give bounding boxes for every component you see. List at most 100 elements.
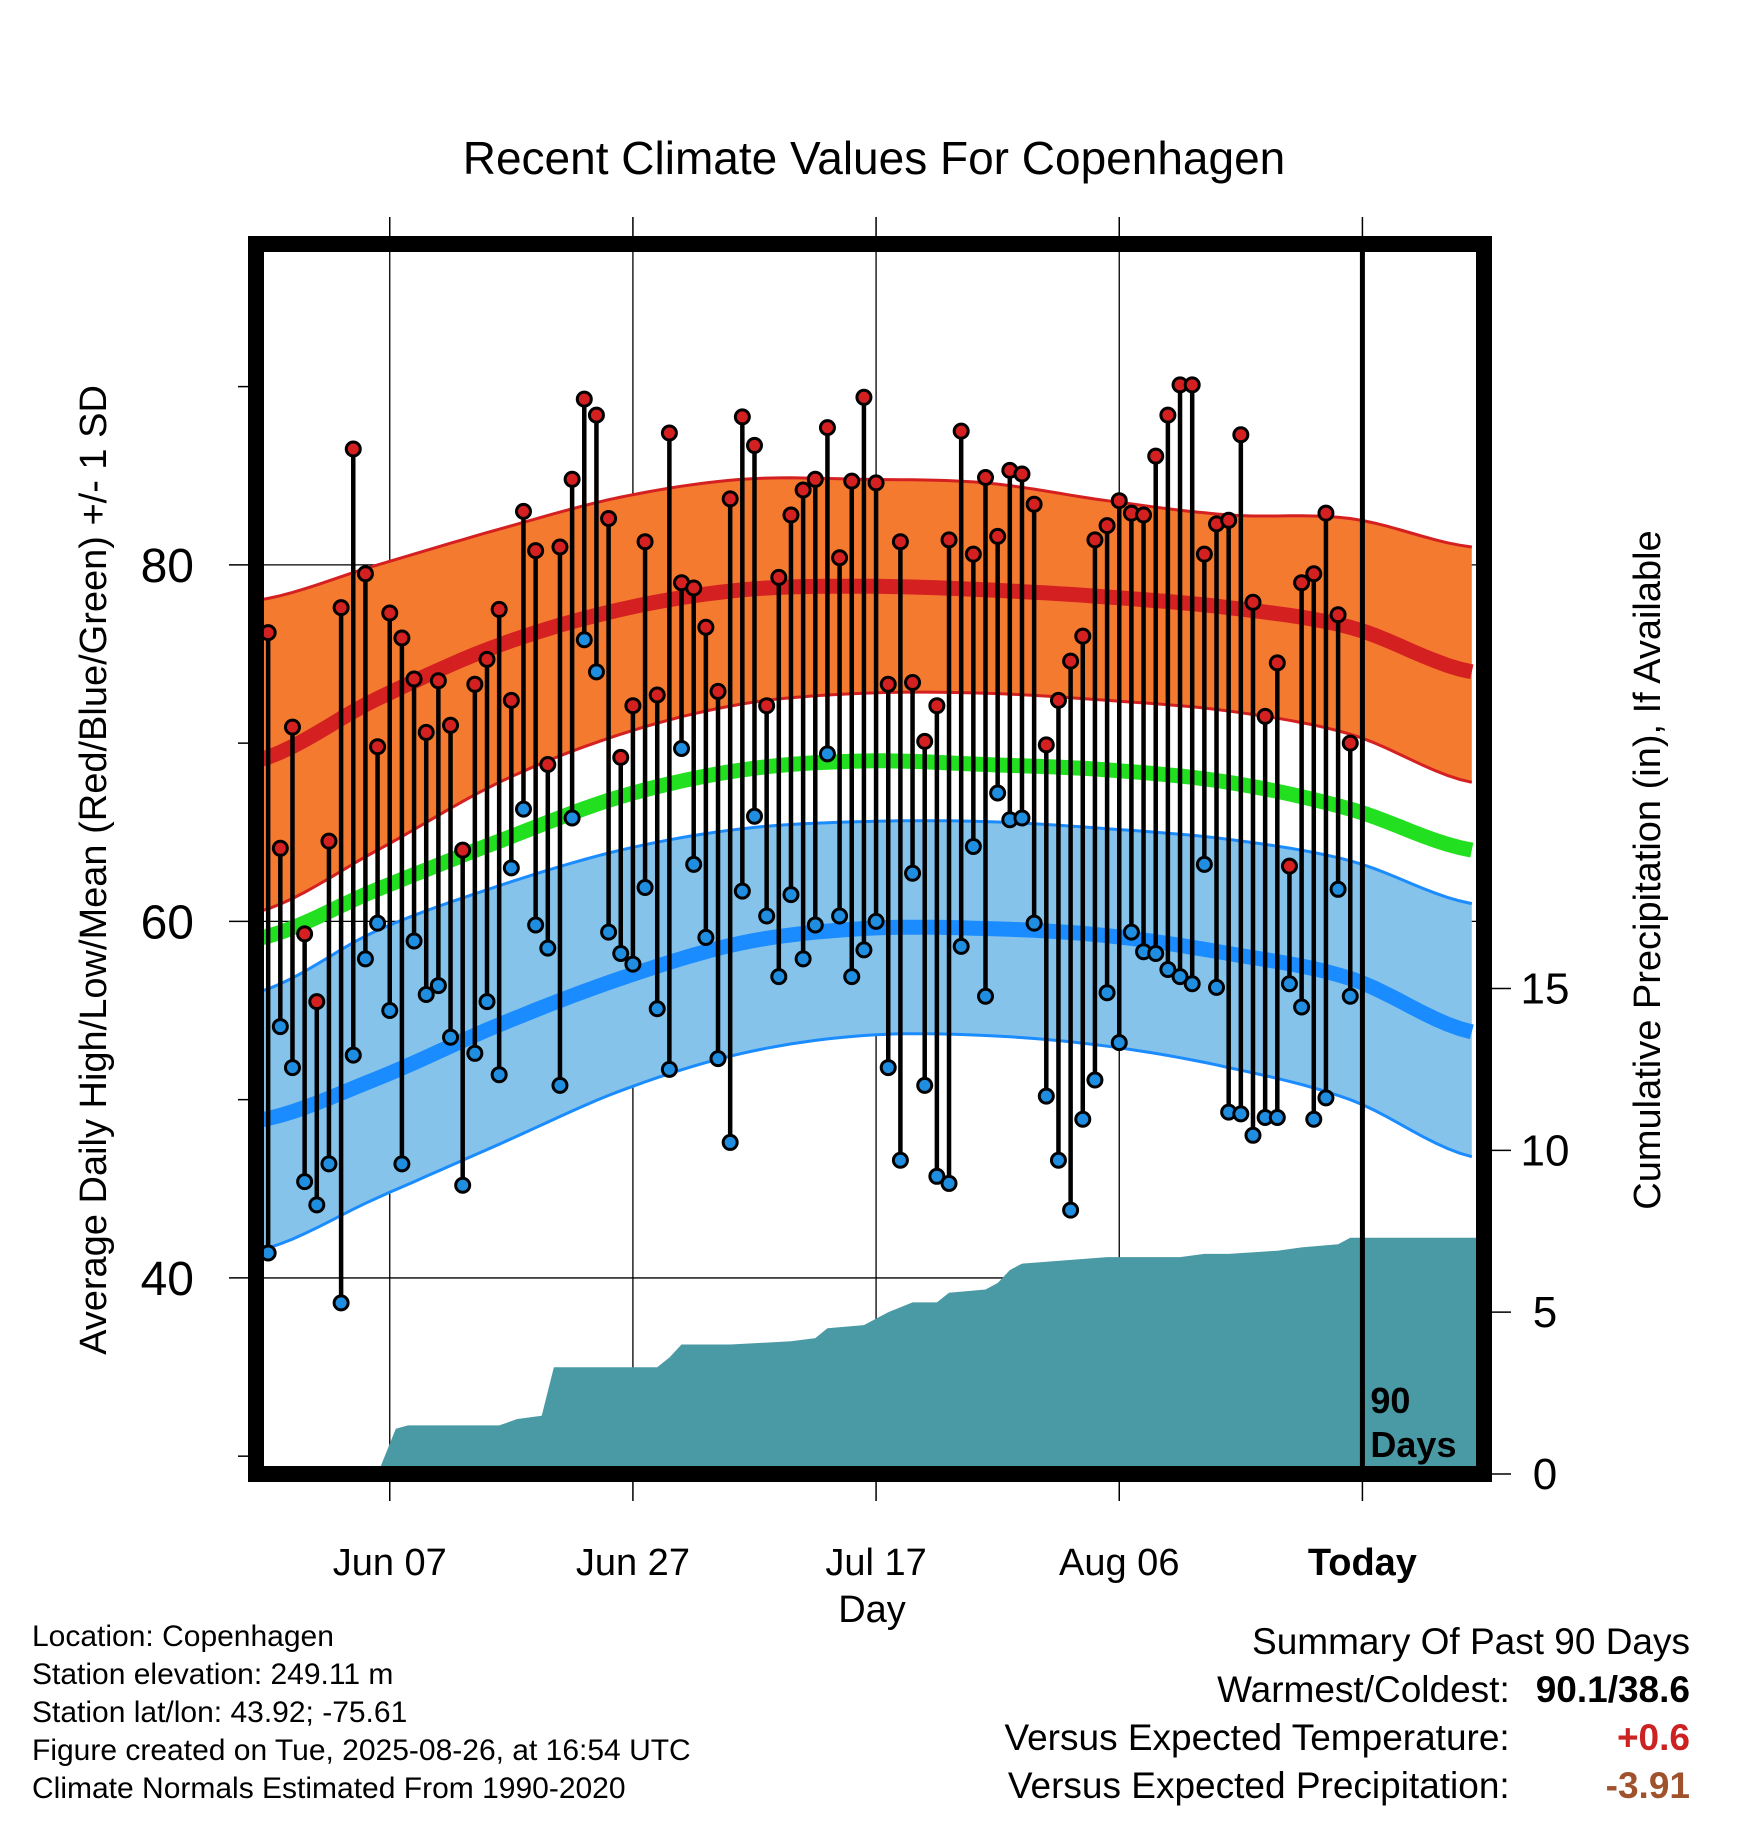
high-point-22 <box>527 542 545 560</box>
low-point-31 <box>636 879 654 897</box>
high-point-88 <box>1329 606 1347 624</box>
low-point-64 <box>1037 1087 1055 1105</box>
low-point-1 <box>271 1018 289 1036</box>
high-point-64 <box>1037 736 1055 754</box>
low-point-74 <box>1159 961 1177 979</box>
axes: Jun 07 Jun 27 Jul 17 Aug 06 Today 40 60 80 0 5 10 1… <box>141 217 1570 1584</box>
today-days-label-word: Days <box>1370 1424 1456 1465</box>
precip-area <box>377 1237 1484 1474</box>
summary-temp-value: +0.6 <box>1616 1717 1690 1758</box>
summary-precip-label: Versus Expected Precipitation: <box>1007 1765 1510 1806</box>
summary-title: Summary Of Past 90 Days <box>1252 1621 1690 1662</box>
high-point-50 <box>867 474 885 492</box>
high-point-77 <box>1195 545 1213 563</box>
low-point-20 <box>502 859 520 877</box>
high-point-5 <box>320 832 338 850</box>
high-point-25 <box>563 470 581 488</box>
low-point-34 <box>673 739 691 757</box>
low-point-28 <box>600 923 618 941</box>
plot-frame <box>248 236 1492 1482</box>
high-point-33 <box>660 424 678 442</box>
low-point-48 <box>843 968 861 986</box>
y2-tick-label-0: 0 <box>1533 1450 1557 1499</box>
x-tick-label-3: Aug 06 <box>1059 1542 1179 1584</box>
low-point-86 <box>1305 1110 1323 1128</box>
y-tick-label-1: 60 <box>141 896 194 949</box>
high-point-56 <box>940 531 958 549</box>
low-point-66 <box>1062 1201 1080 1219</box>
low-point-89 <box>1341 987 1359 1005</box>
high-point-40 <box>745 436 763 454</box>
summary-precip-row: Versus Expected Precipitation: -3.91 <box>1004 1762 1690 1810</box>
high-point-43 <box>782 506 800 524</box>
info-location: Location: Copenhagen <box>32 1620 334 1653</box>
low-point-18 <box>478 993 496 1011</box>
high-point-82 <box>1256 707 1274 725</box>
high-point-26 <box>575 390 593 408</box>
low-point-35 <box>685 855 703 873</box>
low-point-73 <box>1147 944 1165 962</box>
info-normals: Climate Normals Estimated From 1990-2020 <box>32 1772 626 1805</box>
low-point-26 <box>575 631 593 649</box>
low-point-36 <box>697 928 715 946</box>
high-point-73 <box>1147 447 1165 465</box>
high-point-87 <box>1317 504 1335 522</box>
y2-tick-label-3: 15 <box>1521 964 1570 1013</box>
high-point-49 <box>855 388 873 406</box>
x-tick-label-2: Jul 17 <box>825 1542 926 1584</box>
summary-warmest-value: 90.1/38.6 <box>1535 1669 1690 1710</box>
high-point-44 <box>794 481 812 499</box>
low-point-29 <box>612 944 630 962</box>
low-point-59 <box>977 987 995 1005</box>
low-point-25 <box>563 809 581 827</box>
low-point-16 <box>454 1176 472 1194</box>
high-point-11 <box>393 629 411 647</box>
high-point-70 <box>1110 492 1128 510</box>
low-point-67 <box>1074 1110 1092 1128</box>
high-point-31 <box>636 533 654 551</box>
high-point-7 <box>344 440 362 458</box>
summary-panel: Summary Of Past 90 Days Warmest/Coldest:… <box>1004 1618 1690 1810</box>
high-point-21 <box>514 502 532 520</box>
low-point-30 <box>624 955 642 973</box>
low-point-87 <box>1317 1089 1335 1107</box>
high-point-46 <box>818 419 836 437</box>
high-point-69 <box>1098 517 1116 535</box>
low-point-4 <box>308 1196 326 1214</box>
x-tick-label-0: Jun 07 <box>333 1542 447 1584</box>
info-elevation: Station elevation: 249.11 m <box>32 1658 394 1691</box>
high-point-23 <box>539 756 557 774</box>
low-point-88 <box>1329 880 1347 898</box>
high-point-57 <box>952 422 970 440</box>
high-point-9 <box>369 738 387 756</box>
y2-tick-label-2: 10 <box>1521 1126 1570 1175</box>
high-point-89 <box>1341 734 1359 752</box>
high-point-84 <box>1280 857 1298 875</box>
high-point-4 <box>308 993 326 1011</box>
high-point-48 <box>843 472 861 490</box>
low-point-57 <box>952 937 970 955</box>
y-axis-label: Average Daily High/Low/Mean (Red/Blue/Gr… <box>73 385 115 1355</box>
high-point-20 <box>502 691 520 709</box>
low-point-2 <box>283 1059 301 1077</box>
station-info: Location: Copenhagen Station elevation: … <box>32 1618 691 1808</box>
low-point-39 <box>733 882 751 900</box>
high-point-15 <box>442 716 460 734</box>
low-point-65 <box>1049 1151 1067 1169</box>
high-point-66 <box>1062 652 1080 670</box>
low-point-23 <box>539 939 557 957</box>
high-point-19 <box>490 600 508 618</box>
high-point-29 <box>612 748 630 766</box>
high-point-32 <box>648 686 666 704</box>
high-point-51 <box>879 675 897 693</box>
high-point-38 <box>721 490 739 508</box>
low-point-60 <box>989 784 1007 802</box>
low-sd-band-lower-edge <box>256 1032 1473 1253</box>
low-point-13 <box>417 985 435 1003</box>
high-point-42 <box>770 568 788 586</box>
summary-temp-row: Versus Expected Temperature: +0.6 <box>1004 1714 1690 1762</box>
low-point-24 <box>551 1076 569 1094</box>
low-point-3 <box>296 1173 314 1191</box>
high-point-54 <box>916 732 934 750</box>
